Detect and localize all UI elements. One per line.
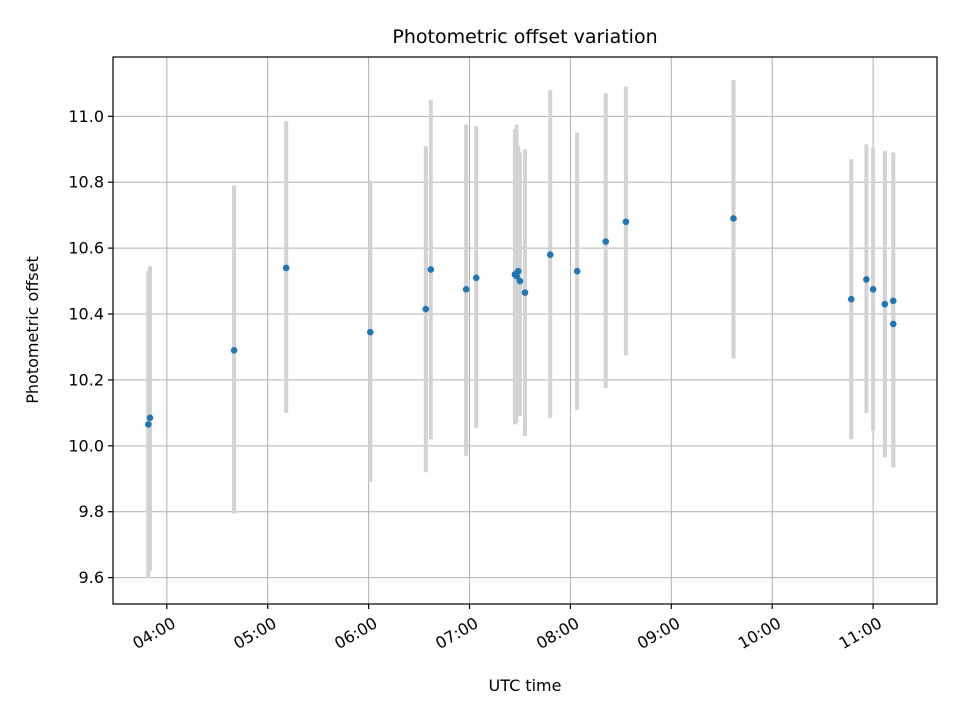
data-points bbox=[145, 215, 897, 428]
data-point bbox=[730, 215, 737, 222]
data-point bbox=[889, 297, 897, 305]
y-tick-label: 9.6 bbox=[79, 568, 104, 587]
data-point bbox=[622, 218, 630, 226]
data-point bbox=[422, 305, 430, 313]
data-point bbox=[521, 289, 529, 296]
data-point bbox=[462, 286, 470, 293]
data-point bbox=[602, 238, 610, 245]
data-point bbox=[847, 295, 855, 303]
data-point bbox=[889, 320, 897, 328]
y-tick-label: 10.0 bbox=[68, 436, 104, 455]
data-point bbox=[546, 251, 554, 259]
y-tick-label: 10.6 bbox=[68, 239, 104, 258]
y-tick-label: 10.2 bbox=[68, 370, 104, 389]
data-point bbox=[146, 414, 154, 422]
y-axis-ticks: 9.6 9.8 10.0 10.2 10.4 10.6 10.8 11.0 bbox=[68, 107, 113, 587]
data-point bbox=[514, 267, 522, 275]
data-point bbox=[573, 267, 581, 275]
data-point bbox=[881, 300, 889, 308]
x-axis-label: UTC time bbox=[489, 676, 562, 695]
data-point bbox=[516, 277, 524, 285]
data-point bbox=[145, 421, 152, 428]
data-point bbox=[863, 276, 870, 283]
y-tick-label: 10.4 bbox=[68, 305, 104, 324]
data-point bbox=[282, 264, 290, 272]
data-point bbox=[230, 346, 238, 354]
y-axis-label: Photometric offset bbox=[23, 256, 42, 404]
chart-title: Photometric offset variation bbox=[392, 26, 657, 48]
data-point bbox=[366, 328, 374, 336]
y-tick-label: 9.8 bbox=[79, 502, 104, 521]
data-point bbox=[472, 274, 480, 282]
data-point bbox=[427, 266, 435, 273]
y-tick-label: 11.0 bbox=[68, 107, 104, 126]
y-tick-label: 10.8 bbox=[68, 173, 104, 192]
data-point bbox=[869, 286, 877, 293]
plot-frame bbox=[112, 56, 938, 605]
